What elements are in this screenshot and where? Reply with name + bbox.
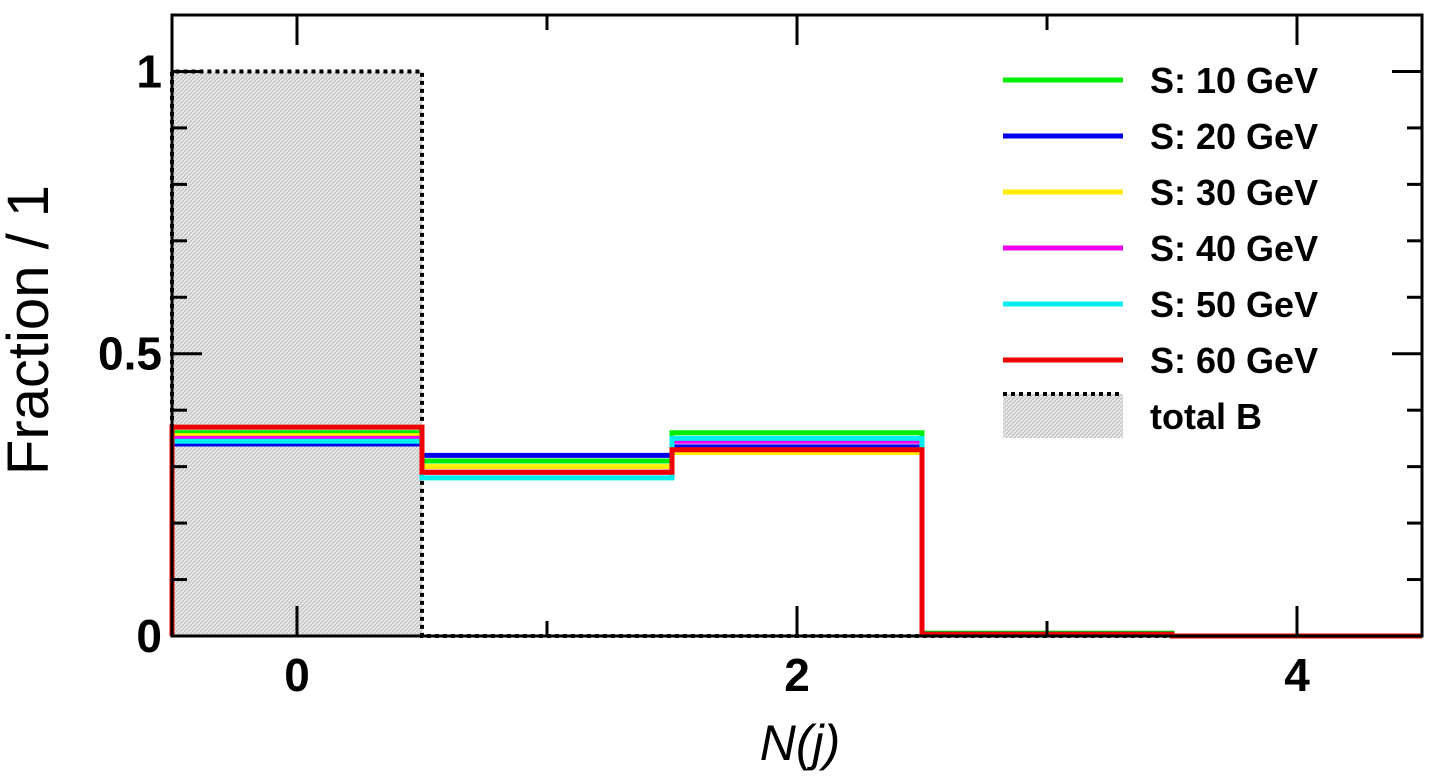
- y-tick-label: 0: [136, 610, 162, 662]
- legend: S: 10 GeV S: 20 GeV S: 30 GeV S: 40 GeV S: 5…: [1003, 60, 1318, 438]
- legend-label-2: S: 20 GeV: [1150, 116, 1318, 157]
- background-bin-fill: [172, 71, 422, 637]
- legend-label-1: S: 10 GeV: [1150, 60, 1318, 101]
- y-tick-label: 0.5: [98, 328, 162, 380]
- y-axis-title: Fraction / 1: [0, 185, 61, 475]
- x-tick-label: 2: [784, 649, 810, 701]
- x-tick-label: 4: [1284, 649, 1310, 701]
- legend-label-4: S: 40 GeV: [1150, 228, 1318, 269]
- ticks-layer: 0 2 4 0 0.5 1: [98, 13, 1422, 701]
- y-tick-label: 1: [136, 45, 162, 97]
- legend-label-3: S: 30 GeV: [1150, 172, 1318, 213]
- legend-label-5: S: 50 GeV: [1150, 284, 1318, 325]
- legend-label-background: total B: [1150, 396, 1262, 437]
- legend-label-6: S: 60 GeV: [1150, 340, 1318, 381]
- legend-swatch-background: [1003, 394, 1123, 438]
- x-tick-label: 0: [284, 649, 310, 701]
- x-axis-title: N(j): [760, 715, 841, 771]
